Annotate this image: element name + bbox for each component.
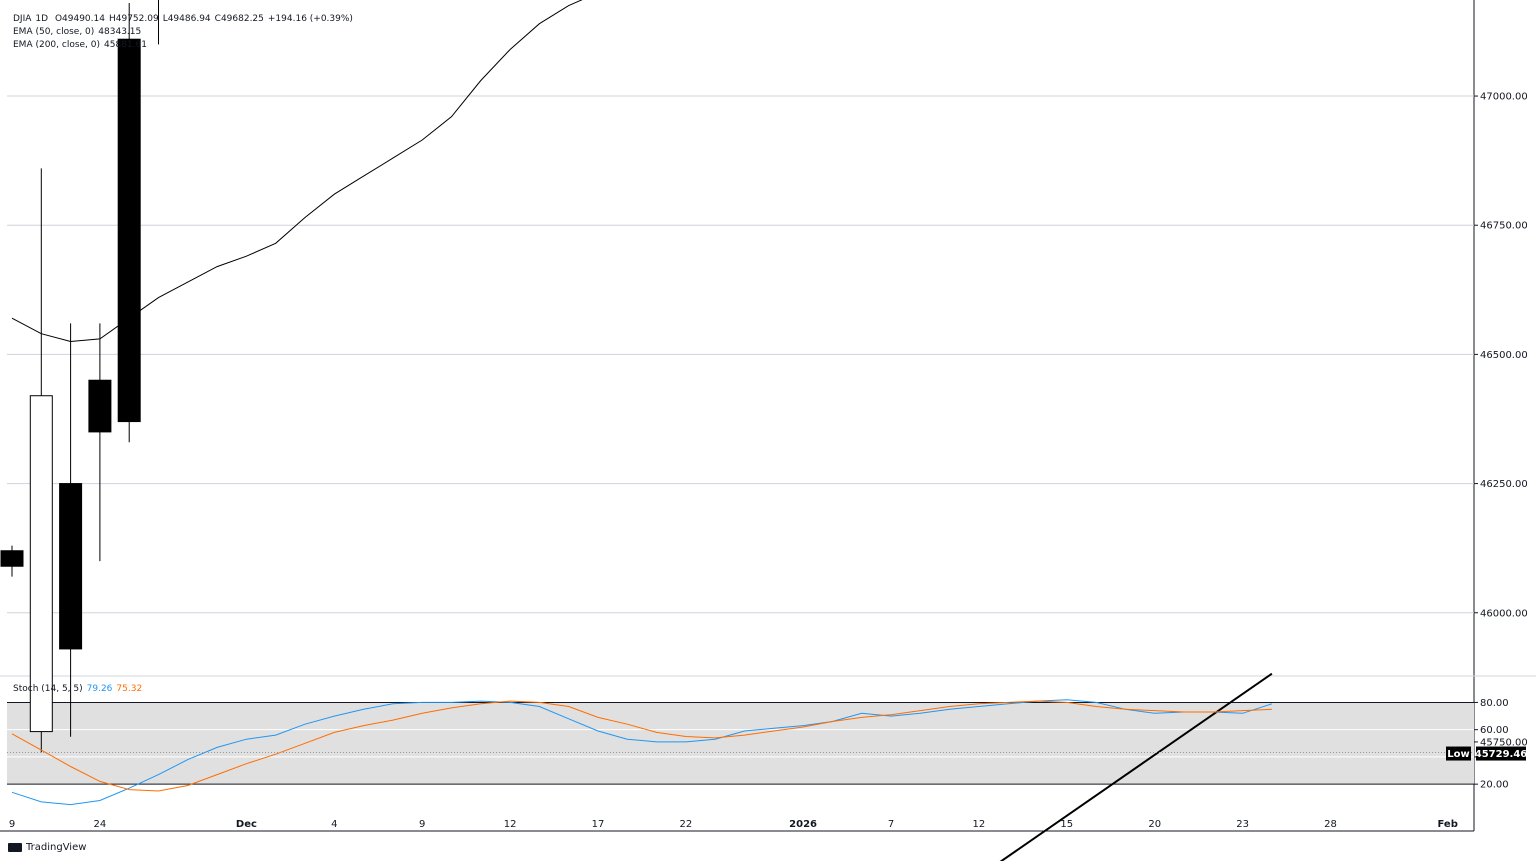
stochastic-lines (11, 699, 1273, 806)
time-tick-label: 7 (888, 819, 894, 830)
ohlc-change: +194.16 (+0.39%) (267, 14, 353, 24)
candle[interactable] (0, 545, 24, 577)
time-tick-label: 22 (680, 819, 693, 830)
candle-body (88, 379, 112, 433)
time-tick-label: Dec (236, 819, 257, 830)
price-tick-label: 45750.00 (1480, 737, 1528, 748)
time-tick-label: 9 (9, 819, 15, 830)
stoch-label: Stoch (14, 5, 5) (13, 684, 83, 694)
symbol-legend[interactable]: DJIA 1D O49490.14 H49752.09 L49486.94 C49682… (13, 13, 357, 25)
time-tick-label: 15 (1060, 819, 1073, 830)
price-tick-label: 46250.00 (1480, 479, 1528, 490)
ema200-value: 45881.61 (104, 40, 147, 50)
candle-body (117, 38, 141, 423)
low-tag-label: Low (1447, 749, 1469, 760)
candle[interactable] (148, 0, 170, 45)
price-axis[interactable]: 45500.0045750.0046000.0046250.0046500.00… (1480, 0, 1528, 861)
ohlc-open: O49490.14 (54, 14, 105, 24)
price-tick-label: 46000.00 (1480, 608, 1528, 619)
ema-lines (11, 0, 1273, 861)
ohlc-low: L49486.94 (162, 14, 211, 24)
candle[interactable] (59, 323, 83, 737)
time-tick-label: 17 (592, 819, 605, 830)
time-tick-label: 24 (94, 819, 107, 830)
low-tag-value-bg (1476, 746, 1526, 761)
symbol-name: DJIA (13, 14, 32, 24)
ohlc-close: C49682.25 (214, 14, 264, 24)
ema200-legend[interactable]: EMA (200, close, 0) 45881.61 (13, 39, 151, 51)
ema50-label: EMA (50, close, 0) (13, 27, 95, 37)
ema50-value: 48343.15 (98, 27, 142, 37)
time-tick-label: 2026 (789, 819, 817, 830)
candle-body (0, 550, 24, 567)
time-tick-label: 28 (1324, 819, 1337, 830)
ema200-line (999, 672, 1273, 861)
time-tick-label: 9 (419, 819, 425, 830)
stoch-tick-label: 20.00 (1480, 780, 1509, 791)
time-tick-label: 4 (331, 819, 337, 830)
stoch-band (7, 701, 1474, 785)
candlesticks[interactable] (0, 0, 1283, 753)
stoch-band-fill (7, 702, 1474, 785)
ema50-legend[interactable]: EMA (50, close, 0) 48343.15 (13, 26, 145, 38)
stoch-d-value: 75.32 (116, 684, 143, 694)
time-tick-label: 12 (973, 819, 986, 830)
candle[interactable] (88, 323, 112, 562)
low-tag-value: 45729.46 (1475, 749, 1528, 760)
stoch-tick-label: 60.00 (1480, 725, 1509, 736)
stoch-k-line (11, 699, 1273, 806)
time-tick-label: Feb (1438, 819, 1458, 830)
symbol-timeframe: 1D (35, 14, 49, 24)
time-tick-label: 12 (504, 819, 517, 830)
candle[interactable] (117, 3, 141, 443)
ohlc-high: H49752.09 (108, 14, 159, 24)
tradingview-logo[interactable]: TradingView (8, 842, 86, 853)
low-tag-label-bg (1446, 746, 1471, 761)
time-tick-label: 23 (1236, 819, 1249, 830)
candle-body (59, 483, 83, 650)
stoch-tick-label: 80.00 (1480, 698, 1509, 709)
price-tick-label: 46500.00 (1480, 350, 1528, 361)
stoch-legend[interactable]: Stoch (14, 5, 5) 79.26 75.32 (13, 683, 146, 695)
time-tick-label: 20 (1148, 819, 1161, 830)
time-axis[interactable]: 9 24 Dec 4 9 12 17 22 2026 7 12 15 20 23 28 Feb (9, 819, 1458, 830)
candle[interactable] (29, 168, 53, 753)
price-markers: High49752.0949682.25Low45729.46 (7, 746, 1528, 761)
stoch-k-value: 79.26 (86, 684, 113, 694)
stoch-d-line (11, 700, 1272, 792)
ema200-label: EMA (200, close, 0) (13, 40, 101, 50)
ema50-line (11, 0, 583, 343)
brand-name: TradingView (26, 842, 87, 853)
tradingview-icon (8, 843, 22, 852)
price-tick-label: 46750.00 (1480, 221, 1528, 232)
price-tick-label: 47000.00 (1480, 92, 1528, 103)
candle-body (29, 395, 53, 733)
